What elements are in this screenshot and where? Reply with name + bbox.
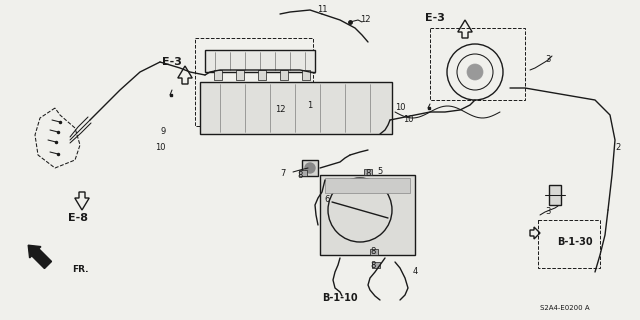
Text: 12: 12 [360, 15, 371, 25]
Text: 2: 2 [616, 143, 621, 153]
FancyBboxPatch shape [364, 169, 372, 175]
FancyBboxPatch shape [325, 178, 410, 193]
FancyBboxPatch shape [549, 185, 561, 205]
Text: 7: 7 [280, 169, 285, 178]
Text: 8: 8 [371, 247, 376, 257]
Text: E-3: E-3 [425, 13, 445, 23]
Text: FR.: FR. [72, 266, 88, 275]
Text: 1: 1 [307, 100, 312, 109]
FancyBboxPatch shape [205, 50, 315, 72]
Text: 5: 5 [378, 167, 383, 177]
Text: E-3: E-3 [162, 57, 182, 67]
Bar [538, 220, 600, 268]
Text: 10: 10 [155, 143, 165, 153]
Text: B-1-30: B-1-30 [557, 237, 593, 247]
Text: 3: 3 [545, 207, 550, 217]
Text: 8: 8 [371, 260, 376, 269]
FancyBboxPatch shape [200, 82, 392, 134]
FancyBboxPatch shape [372, 262, 380, 268]
FancyBboxPatch shape [370, 249, 378, 255]
Bar [258, 70, 266, 80]
Text: 10: 10 [403, 116, 413, 124]
FancyArrow shape [28, 245, 52, 268]
Circle shape [467, 64, 483, 80]
Bar [236, 70, 244, 80]
Text: 10: 10 [395, 103, 405, 113]
Text: B-1-10: B-1-10 [322, 293, 358, 303]
Bar [195, 38, 313, 126]
Text: 8: 8 [365, 169, 371, 178]
FancyBboxPatch shape [320, 175, 415, 255]
Text: 3: 3 [545, 55, 550, 65]
Bar [280, 70, 288, 80]
Circle shape [305, 163, 315, 173]
FancyBboxPatch shape [302, 160, 318, 176]
Bar [214, 70, 222, 80]
Text: S2A4-E0200 A: S2A4-E0200 A [540, 305, 590, 311]
FancyBboxPatch shape [299, 170, 307, 176]
Text: 8: 8 [298, 171, 303, 180]
Text: 9: 9 [161, 127, 166, 137]
Text: 11: 11 [317, 5, 327, 14]
Text: 12: 12 [275, 106, 285, 115]
Text: 4: 4 [412, 268, 418, 276]
Bar [302, 70, 310, 80]
Text: E-8: E-8 [68, 213, 88, 223]
Bar [430, 28, 525, 100]
Text: 6: 6 [324, 196, 330, 204]
